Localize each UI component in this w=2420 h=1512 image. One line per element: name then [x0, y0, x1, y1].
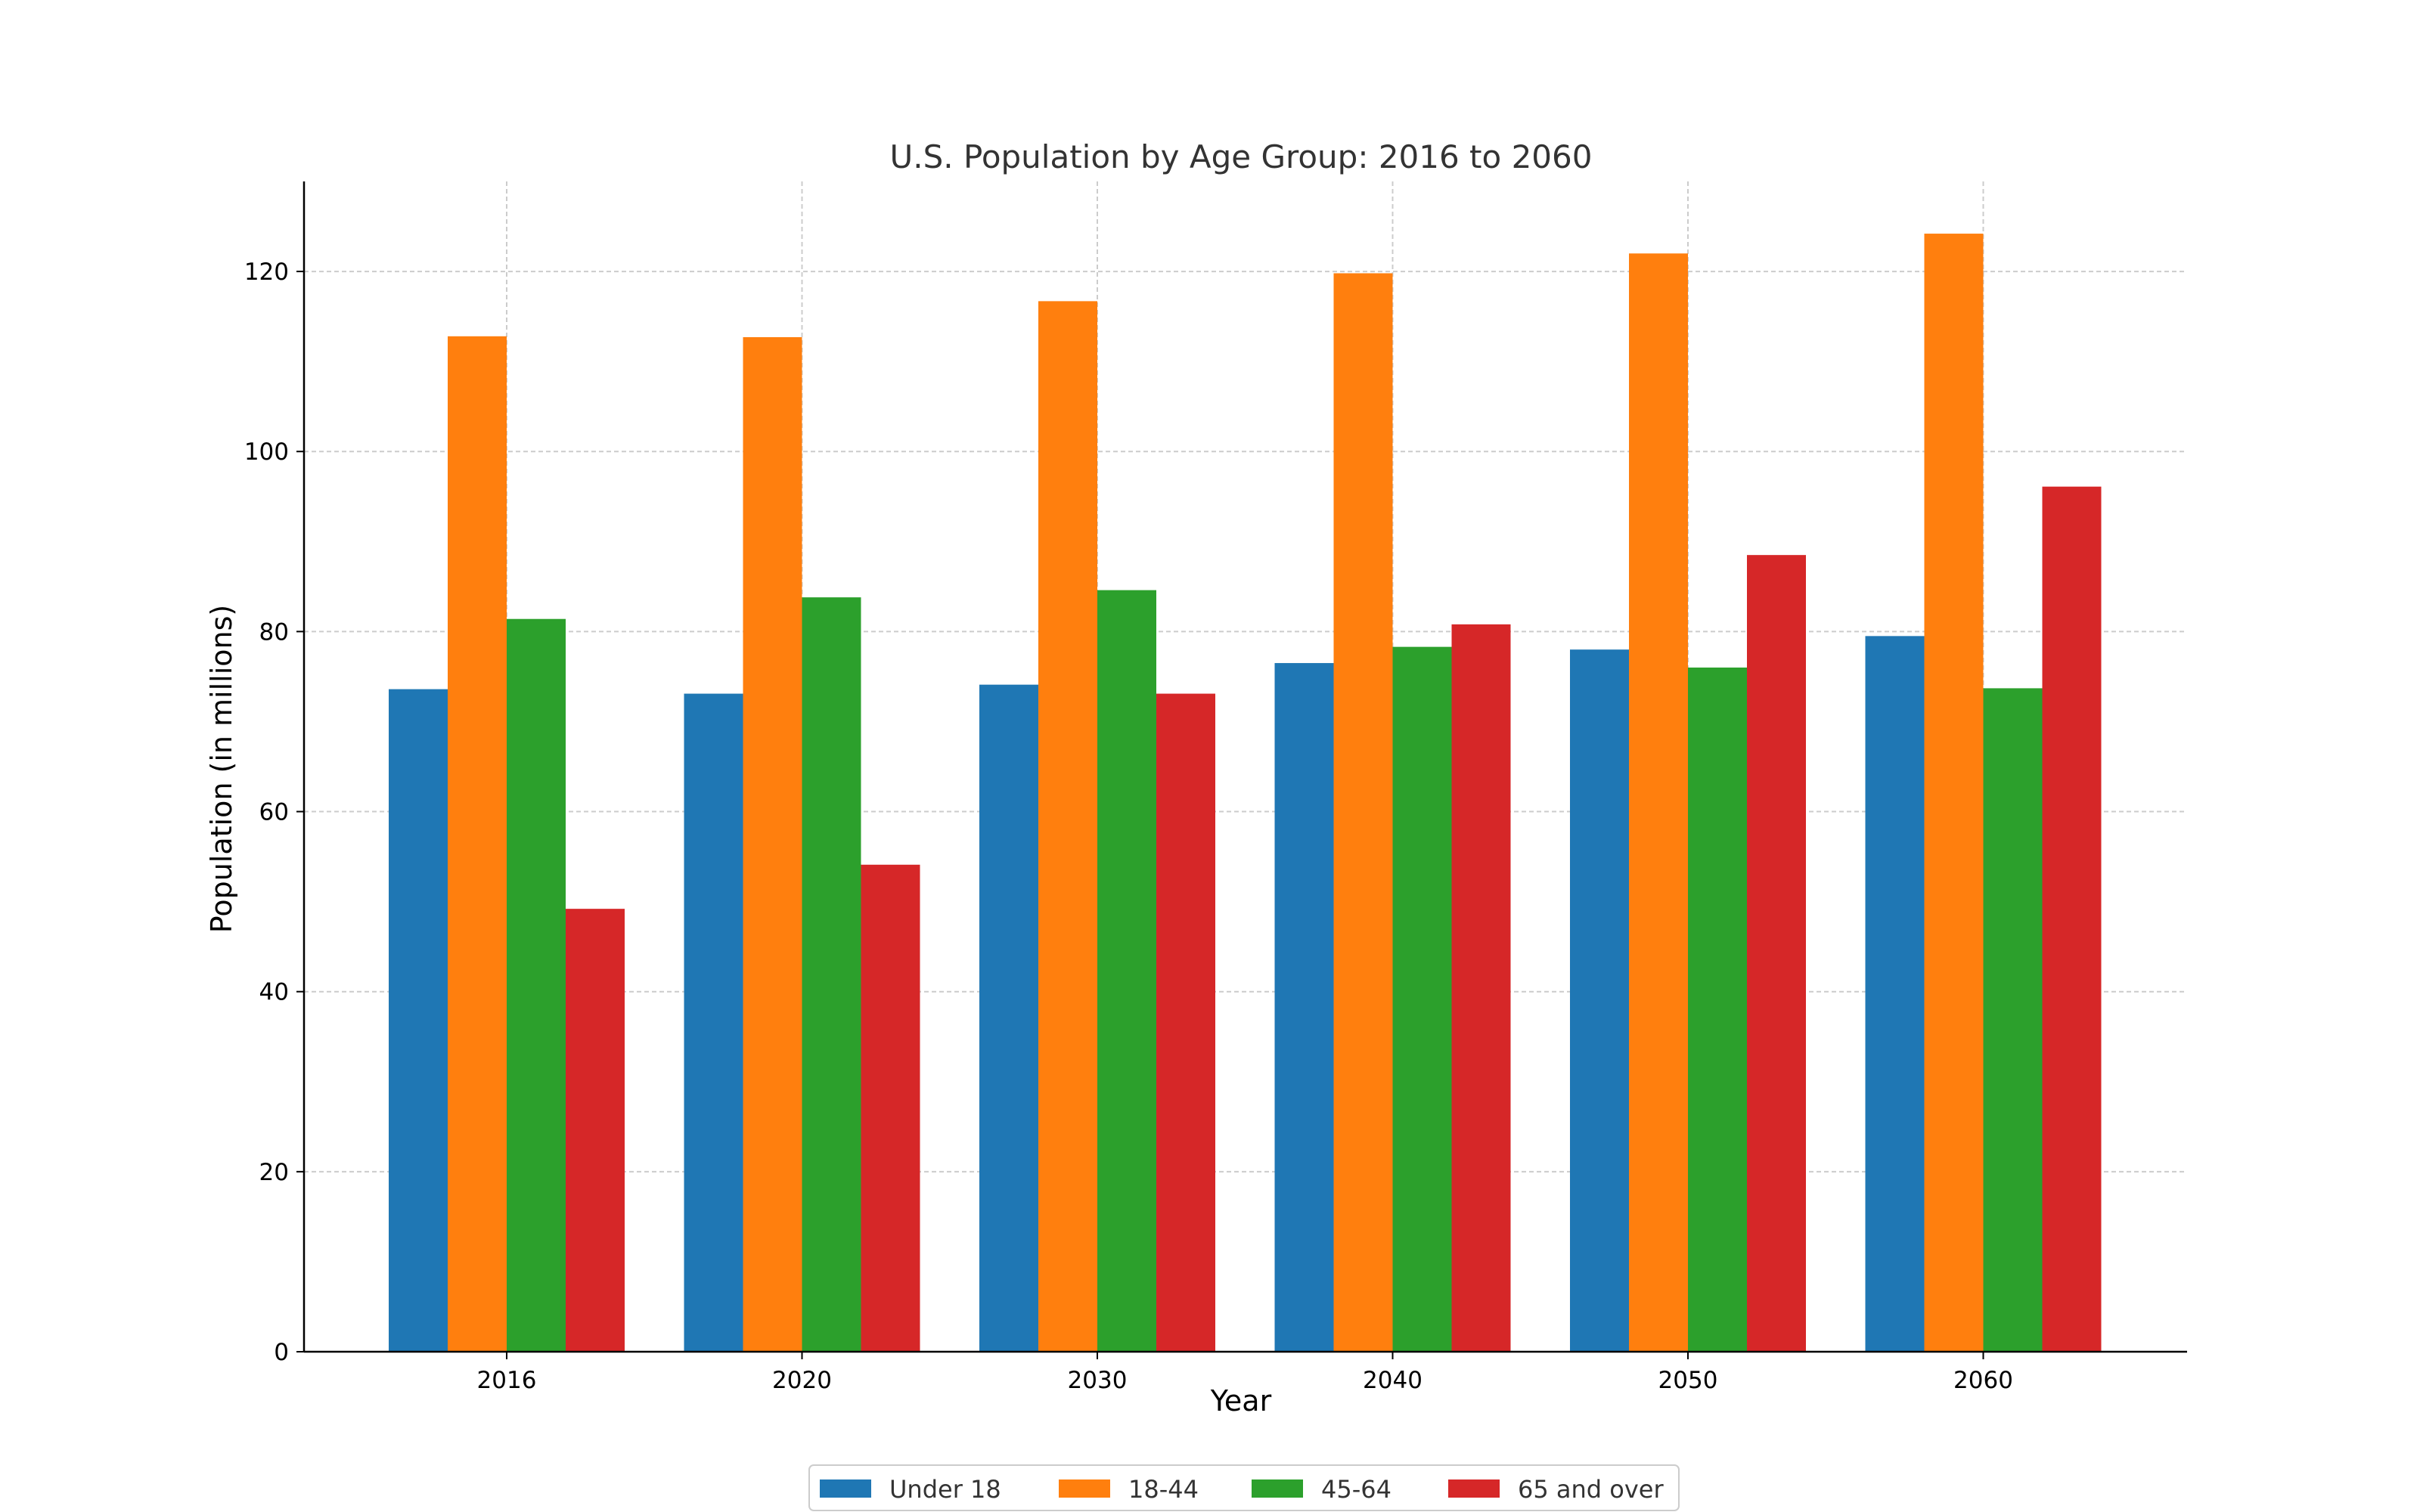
y-tick-label: 120 [244, 259, 289, 286]
legend-swatch [1448, 1479, 1500, 1498]
bar-under-18-2060 [1865, 636, 1925, 1352]
legend-label: 45-64 [1321, 1475, 1392, 1504]
bar-65-and-over-2050 [1747, 555, 1806, 1352]
legend-label: Under 18 [889, 1475, 1001, 1504]
x-tick-label: 2020 [772, 1367, 832, 1394]
y-axis-label: Population (in millions) [205, 605, 238, 933]
legend: Under 18 18-44 45-64 65 and over [808, 1464, 1680, 1511]
bar-45-64-2016 [507, 618, 566, 1352]
x-tick-label: 2050 [1658, 1367, 1718, 1394]
bar-65-and-over-2016 [566, 909, 625, 1352]
bar-45-64-2040 [1392, 646, 1452, 1352]
bar-under-18-2030 [979, 684, 1038, 1352]
bar-18-44-2020 [743, 337, 802, 1352]
bar-65-and-over-2020 [861, 864, 920, 1352]
bar-18-44-2040 [1333, 273, 1393, 1352]
legend-label: 65 and over [1518, 1475, 1664, 1504]
bar-under-18-2020 [684, 693, 743, 1352]
bar-45-64-2060 [1983, 688, 2043, 1352]
y-tick-label: 80 [259, 618, 289, 646]
x-axis-label: Year [1210, 1384, 1272, 1418]
bar-45-64-2050 [1688, 668, 1747, 1352]
bar-under-18-2050 [1570, 649, 1629, 1352]
bar-18-44-2050 [1629, 253, 1688, 1352]
x-tick-label: 2016 [477, 1367, 537, 1394]
y-tick-label: 60 [259, 799, 289, 826]
bar-18-44-2030 [1038, 301, 1097, 1352]
y-tick-label: 20 [259, 1159, 289, 1186]
x-tick-label: 2060 [1953, 1367, 2013, 1394]
bar-65-and-over-2060 [2042, 486, 2102, 1352]
y-tick-label: 0 [274, 1339, 289, 1366]
bar-65-and-over-2040 [1451, 624, 1511, 1352]
legend-box [808, 1464, 1680, 1511]
bar-under-18-2016 [389, 689, 448, 1352]
bars [389, 234, 2102, 1352]
legend-swatch [1059, 1479, 1110, 1498]
legend-label: 18-44 [1128, 1475, 1199, 1504]
x-tick-label: 2030 [1068, 1367, 1128, 1394]
y-tick-label: 100 [244, 438, 289, 466]
bar-65-and-over-2030 [1156, 693, 1215, 1352]
chart-title: U.S. Population by Age Group: 2016 to 20… [890, 138, 1593, 175]
x-tick-label: 2040 [1363, 1367, 1423, 1394]
bar-45-64-2030 [1097, 590, 1156, 1352]
legend-swatch [1252, 1479, 1303, 1498]
bar-18-44-2016 [448, 336, 507, 1352]
bar-under-18-2040 [1274, 663, 1334, 1352]
bar-45-64-2020 [802, 597, 861, 1352]
legend-swatch [820, 1479, 871, 1498]
y-tick-label: 40 [259, 979, 289, 1006]
bar-18-44-2060 [1924, 234, 1984, 1352]
